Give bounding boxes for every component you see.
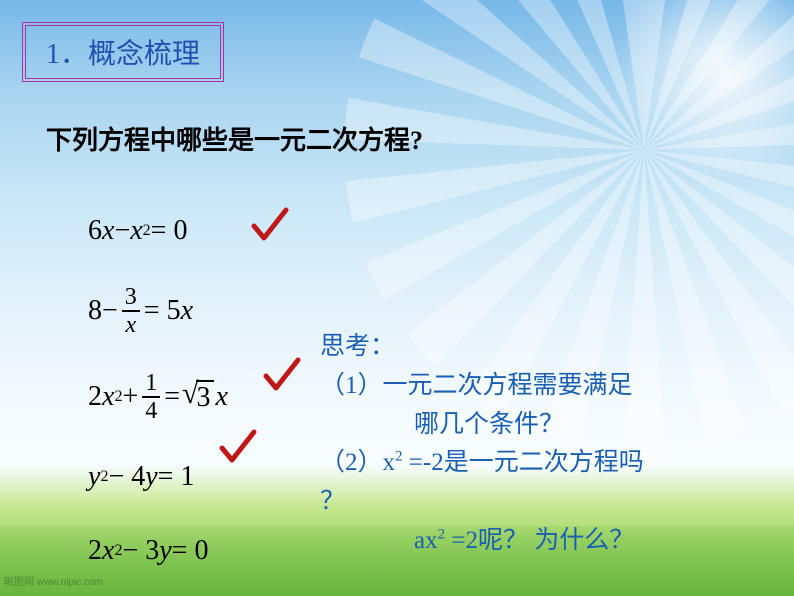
think-q3: ax2 =2呢？ 为什么？ — [320, 522, 754, 561]
equation-row: 2x2 + 14 = √3x — [70, 360, 228, 434]
watermark: 昵图网 www.nipic.com — [4, 573, 103, 588]
background-sun-glow — [614, 0, 794, 180]
check-icon — [250, 206, 290, 246]
check-icon — [262, 356, 302, 396]
title-box: 1．概念梳理 — [22, 22, 224, 82]
think-q3-part: =2呢？ 为什么？ — [445, 527, 634, 554]
equation-row: y2 − 4y = 1 — [70, 446, 228, 508]
think-box: 思考： （1）一元二次方程需要满足 哪几个条件？ （2）x2 =-2是一元二次方… — [320, 328, 754, 561]
equation-5: 2x2 − 3y = 0 — [88, 535, 208, 567]
equation-row: 8−3x = 5x — [70, 274, 228, 348]
equation-3: 2x2 + 14 = √3x — [88, 371, 228, 423]
check-icon — [218, 428, 258, 468]
superscript-2: 2 — [438, 526, 446, 542]
superscript-2: 2 — [395, 449, 403, 465]
question-text: 下列方程中哪些是一元二次方程? — [46, 120, 423, 157]
think-q2: （2）x2 =-2是一元二次方程吗 — [320, 444, 754, 483]
equation-4: y2 − 4y = 1 — [88, 461, 194, 493]
think-q3-part: ax — [414, 527, 438, 554]
equation-row: 6x−x2 = 0 — [70, 200, 228, 262]
equation-2: 8−3x = 5x — [88, 285, 193, 337]
think-q1b: 哪几个条件？ — [320, 406, 754, 445]
equation-1: 6x−x2 = 0 — [88, 215, 187, 247]
title-text: 1．概念梳理 — [46, 39, 200, 70]
think-heading: 思考： — [320, 328, 754, 367]
think-q2c: ？ — [320, 483, 754, 522]
think-q2-part: =-2是一元二次方程吗 — [403, 449, 644, 476]
equation-list: 6x−x2 = 0 8−3x = 5x 2x2 + 14 = √3x y2 − … — [70, 200, 228, 594]
think-q1: （1）一元二次方程需要满足 — [320, 367, 754, 406]
think-q2-part: （2）x — [320, 449, 395, 476]
